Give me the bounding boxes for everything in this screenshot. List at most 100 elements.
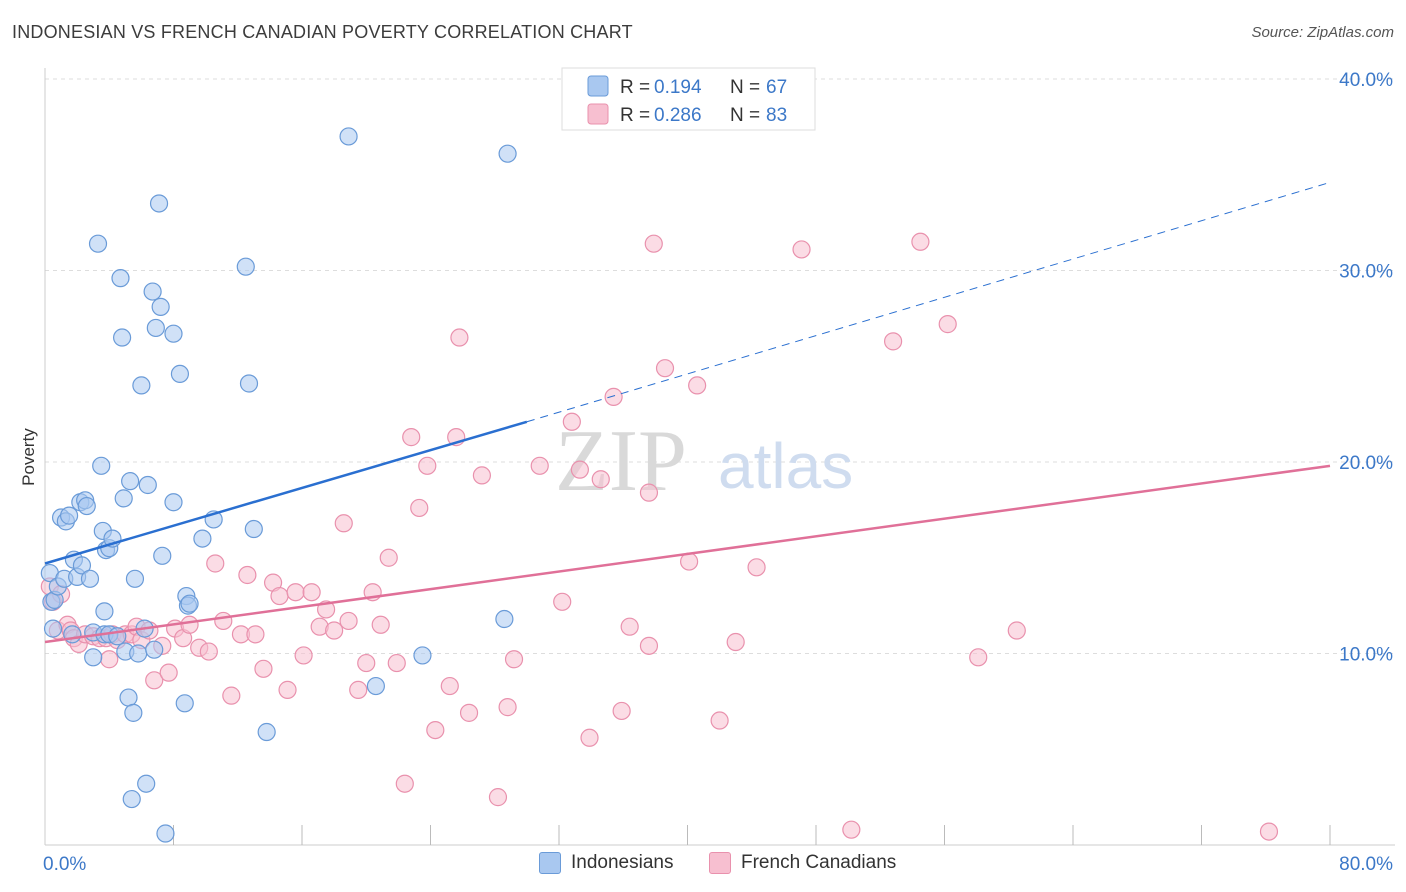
legend-r-label-2: R = [620,105,650,126]
y-axis-label: Poverty [19,428,38,486]
data-point-indonesians [146,318,165,338]
data-point-indonesians [495,609,514,629]
data-point-indonesians [413,646,432,665]
data-point-french-canadians [504,650,524,669]
data-point-french-canadians [145,671,164,690]
y-tick-label: 30.0% [1339,262,1393,283]
data-point-indonesians [88,234,108,253]
trend-lines [44,181,1331,644]
data-point-indonesians [122,789,141,809]
data-point-indonesians [153,546,172,565]
data-point-french-canadians [440,676,459,696]
legend-swatch-french-canadians [587,103,609,125]
data-point-french-canadians [792,240,811,259]
legend-label-indonesians: Indonesians [571,852,674,873]
data-point-indonesians [170,364,190,384]
data-point-french-canadians [620,617,639,636]
data-point-french-canadians [254,659,273,678]
data-point-indonesians [239,374,259,393]
data-point-french-canadians [410,498,429,518]
data-point-french-canadians [349,680,368,699]
data-point-indonesians [143,282,162,301]
data-point-indonesians [149,194,169,213]
data-point-french-canadians [612,701,631,721]
data-point-french-canadians [639,483,659,502]
data-point-french-canadians [270,586,289,606]
trend-line-french-canadians [44,464,1331,644]
data-point-indonesians [138,475,157,495]
data-point-french-canadians [883,332,903,351]
data-point-indonesians [72,556,92,575]
data-point-french-canadians [379,548,398,567]
data-point-french-canadians [842,820,861,839]
data-point-indonesians [164,324,183,343]
data-point-indonesians [156,824,175,843]
data-point-indonesians [129,644,148,663]
data-point-french-canadians [498,698,517,717]
data-point-indonesians [112,328,132,347]
legend-n-label-1: N = [730,77,760,98]
source-label: Source: ZipAtlas.com [1251,24,1394,41]
french-canadians-points [40,232,1279,841]
data-point-french-canadians [426,720,445,740]
data-point-indonesians [114,489,133,508]
data-point-french-canadians [1007,621,1026,640]
y-tick-label: 20.0% [1339,453,1393,474]
data-point-french-canadians [472,466,491,485]
data-point-french-canadians [553,592,572,611]
legend-swatch-indonesians [587,75,609,97]
data-point-indonesians [132,376,151,395]
data-point-french-canadians [562,412,581,431]
correlation-legend: R = 0.194 N = 67 R = 0.286 N = 83 [561,67,816,131]
data-point-french-canadians [604,387,623,406]
legend-r-value-1: 0.194 [654,77,702,98]
data-point-french-canadians [402,428,421,447]
data-point-french-canadians [238,565,257,585]
data-point-french-canadians [357,653,376,673]
data-point-indonesians [80,569,100,588]
data-point-indonesians [175,694,194,713]
data-point-indonesians [164,493,183,512]
data-point-french-canadians [710,711,729,730]
data-point-french-canadians [418,456,437,475]
data-point-indonesians [119,688,138,707]
legend-n-value-2: 83 [766,105,787,126]
data-point-french-canadians [199,642,218,661]
data-point-french-canadians [688,376,707,395]
data-point-french-canadians [387,653,406,673]
data-point-indonesians [366,676,385,696]
trend-line-indonesians-extension [526,181,1331,423]
data-point-french-canadians [278,680,297,699]
data-point-indonesians [244,519,263,539]
data-point-french-canadians [286,583,305,602]
data-point-french-canadians [747,558,766,577]
data-point-indonesians [125,569,145,588]
data-point-indonesians [145,640,164,659]
data-point-french-canadians [726,632,745,652]
data-point-french-canadians [580,728,599,747]
data-point-indonesians [77,496,96,516]
data-point-french-canadians [180,615,199,634]
data-point-indonesians [43,619,63,638]
data-point-french-canadians [325,621,344,640]
data-point-french-canadians [488,788,508,807]
data-point-french-canadians [459,703,479,722]
watermark-atlas: atlas [718,430,853,502]
data-point-french-canadians [591,470,610,489]
data-point-french-canadians [334,514,353,533]
data-point-french-canadians [214,611,233,631]
data-point-french-canadians [639,636,659,655]
watermark: ZIP atlas [555,413,853,510]
data-point-indonesians [111,269,130,288]
y-tick-label: 10.0% [1339,645,1393,666]
data-point-indonesians [180,594,199,613]
legend-r-label-1: R = [620,77,650,98]
data-point-french-canadians [570,460,589,479]
series-legend: Indonesians French Canadians [0,852,1406,878]
data-point-indonesians [121,472,140,491]
legend-item-french-canadians: French Canadians [709,852,896,874]
data-point-indonesians [124,703,143,722]
data-point-indonesians [339,127,358,146]
indonesians-swatch [539,852,561,874]
tick-labels: 10.0% 20.0% 30.0% 40.0% 0.0% 80.0% [43,70,1393,875]
